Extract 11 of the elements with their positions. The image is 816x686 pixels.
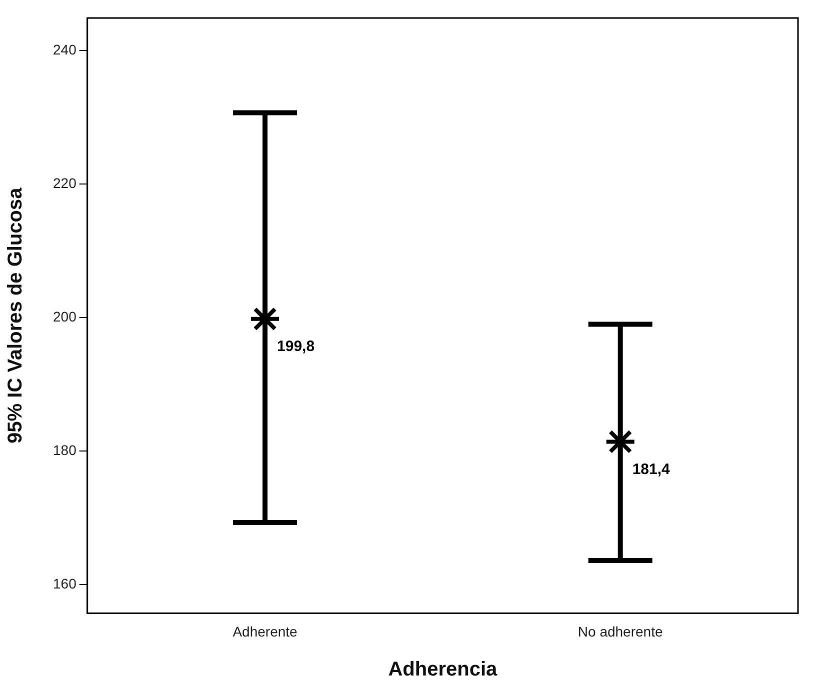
x-tick-label: Adherente — [232, 623, 298, 640]
data-label: 181,4 — [632, 460, 671, 478]
data-label: 199,8 — [277, 338, 315, 356]
y-tick-label: 220 — [53, 175, 77, 192]
y-tick-label: 160 — [53, 575, 77, 592]
y-axis-title: 95% IC Valores de Glucosa — [4, 186, 27, 444]
y-tick-label: 200 — [53, 308, 77, 324]
x-axis-title: Adherencia — [388, 658, 498, 681]
y-tick-label: 240 — [53, 42, 77, 58]
x-tick-label: No adherente — [578, 623, 663, 640]
y-tick-label: 180 — [53, 442, 77, 458]
